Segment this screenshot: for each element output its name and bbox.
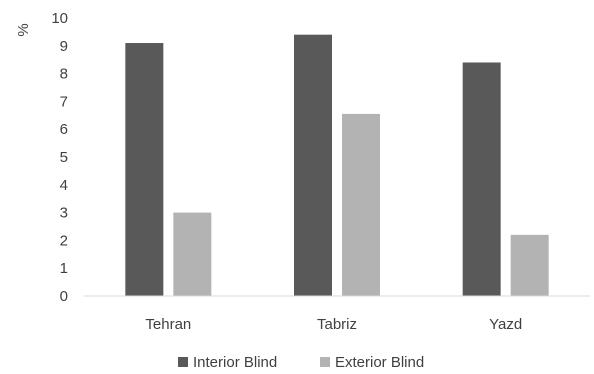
bar-exterior-blind-tehran (173, 212, 212, 296)
legend: Interior Blind Exterior Blind (178, 354, 424, 371)
x-category-label: Tabriz (317, 316, 357, 333)
y-tick-label: 1 (60, 260, 68, 277)
legend-swatch-exterior-blind (320, 357, 330, 367)
bar-interior-blind-tabriz (294, 34, 332, 297)
y-tick-label: 4 (60, 177, 68, 194)
y-tick-label: 9 (60, 38, 68, 55)
bar-interior-blind-tehran (125, 43, 164, 296)
legend-swatch-interior-blind (178, 357, 188, 367)
x-category-label: Tehran (145, 316, 191, 333)
y-tick-label: 5 (60, 149, 68, 166)
plot-area (125, 34, 549, 297)
bar-exterior-blind-yazd (510, 234, 549, 296)
legend-label: Exterior Blind (335, 354, 424, 371)
bar-exterior-blind-tabriz (342, 113, 380, 296)
y-tick-label: 8 (60, 66, 68, 83)
y-tick-label: 6 (60, 121, 68, 138)
y-tick-label: 3 (60, 205, 68, 222)
x-category-label: Yazd (489, 316, 522, 333)
y-axis-title: % (15, 23, 32, 36)
bar-interior-blind-yazd (462, 62, 501, 297)
y-tick-label: 7 (60, 93, 68, 110)
y-axis-ticks: 0 1 2 3 4 5 6 7 8 9 10 (51, 10, 68, 305)
y-tick-label: 2 (60, 232, 68, 249)
x-axis-categories: Tehran Tabriz Yazd (145, 316, 522, 333)
y-tick-label: 10 (51, 10, 68, 27)
y-tick-label: 0 (60, 288, 68, 305)
legend-label: Interior Blind (193, 354, 277, 371)
